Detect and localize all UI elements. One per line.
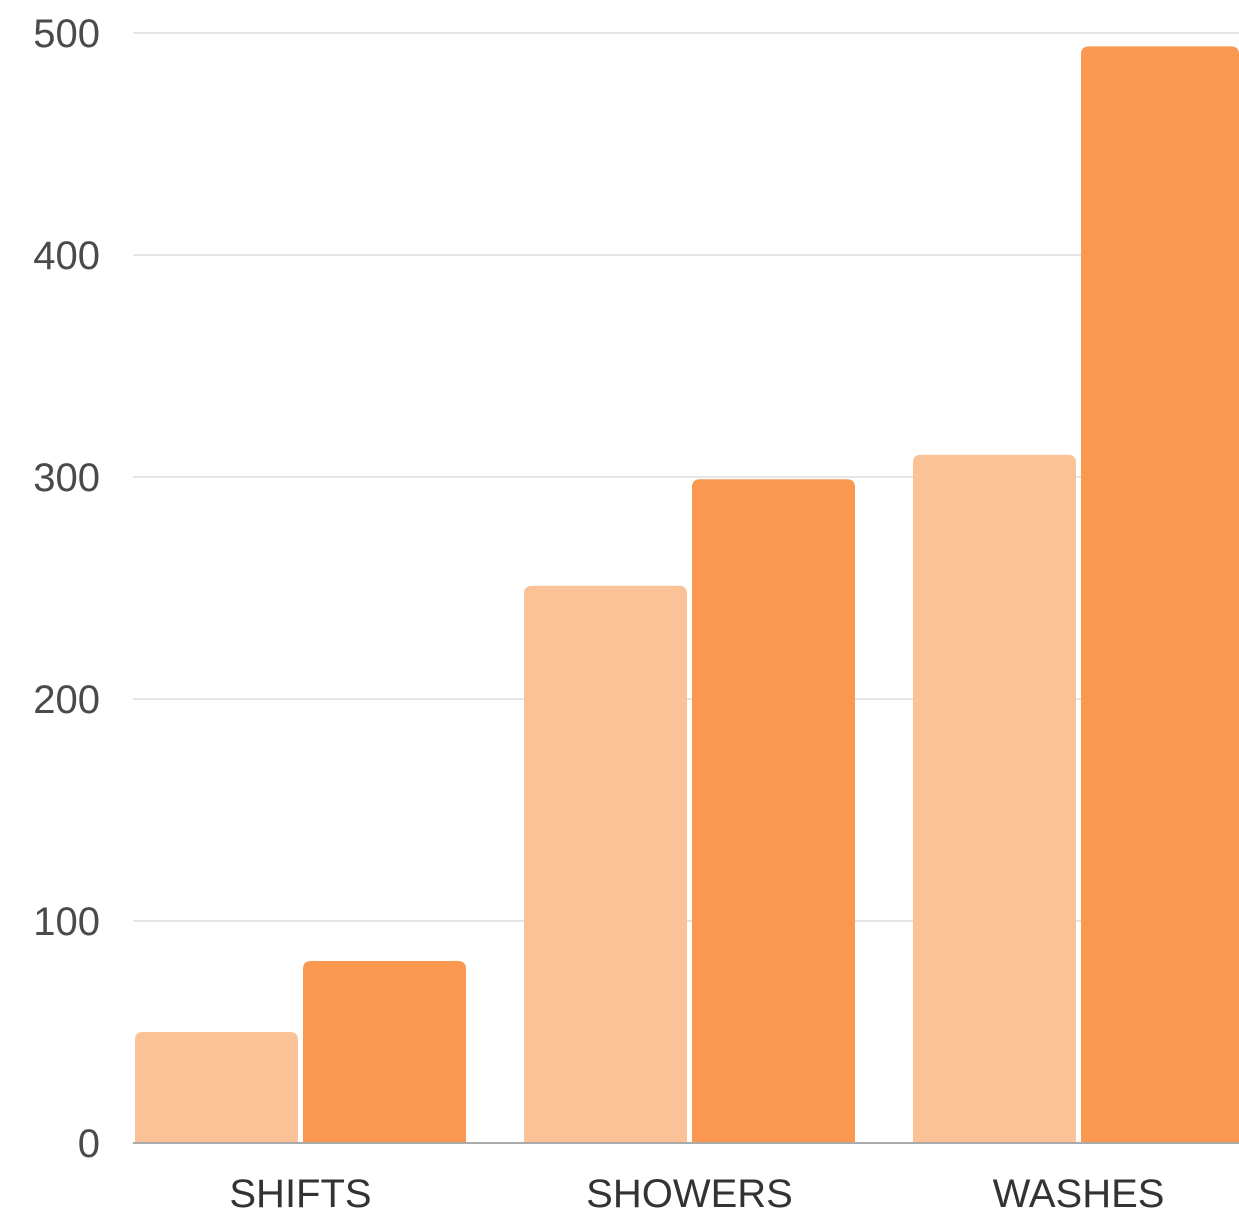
- x-axis-ticks: SHIFTS SHOWERS WASHES: [229, 1172, 1164, 1216]
- bar-showers-series-2: [692, 479, 855, 1144]
- y-tick-label: 100: [33, 900, 100, 944]
- bar-washes-series-1: [913, 454, 1076, 1143]
- y-tick-label: 500: [33, 12, 100, 56]
- y-tick-label: 300: [33, 456, 100, 500]
- x-tick-label: SHOWERS: [586, 1172, 793, 1216]
- bars: [135, 46, 1239, 1144]
- bar-washes-series-2: [1081, 46, 1239, 1144]
- bar-shifts-series-1: [135, 1032, 298, 1143]
- y-tick-label: 400: [33, 234, 100, 278]
- y-tick-label: 0: [78, 1122, 100, 1166]
- y-axis-ticks: 0 100 200 300 400 500: [33, 12, 100, 1166]
- bar-showers-series-1: [524, 585, 687, 1143]
- x-tick-label: SHIFTS: [229, 1172, 371, 1216]
- x-tick-label: WASHES: [993, 1172, 1165, 1216]
- y-tick-label: 200: [33, 678, 100, 722]
- bar-shifts-series-2: [303, 960, 466, 1143]
